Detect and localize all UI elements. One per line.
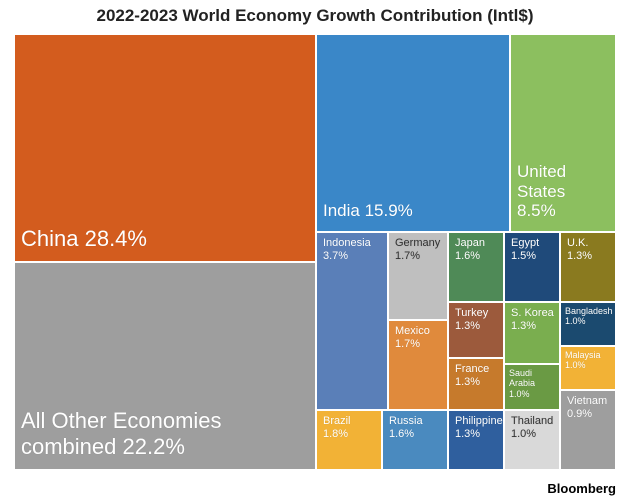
cell-france: France 1.3% <box>448 358 504 410</box>
cell-thailand: Thailand 1.0% <box>504 410 560 470</box>
cell-egypt: Egypt 1.5% <box>504 232 560 302</box>
cell-label-all-other: All Other Economies combined 22.2% <box>21 408 222 459</box>
cell-mexico: Mexico 1.7% <box>388 320 448 410</box>
cell-indonesia: Indonesia 3.7% <box>316 232 388 410</box>
cell-all-other: All Other Economies combined 22.2% <box>14 262 316 470</box>
cell-label-skorea: S. Korea 1.3% <box>511 307 554 332</box>
cell-label-indonesia: Indonesia 3.7% <box>323 237 371 262</box>
chart-title: 2022-2023 World Economy Growth Contribut… <box>0 6 630 26</box>
cell-label-russia: Russia 1.6% <box>389 415 423 440</box>
cell-label-saudi: Saudi Arabia 1.0% <box>509 368 535 399</box>
cell-philippines: Philippines 1.3% <box>448 410 504 470</box>
cell-label-egypt: Egypt 1.5% <box>511 237 539 262</box>
cell-china: China 28.4% <box>14 34 316 262</box>
cell-turkey: Turkey 1.3% <box>448 302 504 358</box>
cell-label-germany: Germany 1.7% <box>395 237 440 262</box>
cell-label-bangladesh: Bangladesh 1.0% <box>565 306 613 327</box>
cell-label-india: India 15.9% <box>323 201 413 221</box>
page: 2022-2023 World Economy Growth Contribut… <box>0 0 630 502</box>
cell-label-uk: U.K. 1.3% <box>567 237 592 262</box>
cell-label-vietnam: Vietnam 0.9% <box>567 395 607 420</box>
cell-label-japan: Japan 1.6% <box>455 237 485 262</box>
cell-label-mexico: Mexico 1.7% <box>395 325 430 350</box>
cell-skorea: S. Korea 1.3% <box>504 302 560 364</box>
cell-vietnam: Vietnam 0.9% <box>560 390 616 470</box>
cell-label-turkey: Turkey 1.3% <box>455 307 488 332</box>
cell-label-china: China 28.4% <box>21 226 147 251</box>
attribution: Bloomberg <box>547 481 616 496</box>
cell-russia: Russia 1.6% <box>382 410 448 470</box>
cell-japan: Japan 1.6% <box>448 232 504 302</box>
cell-uk: U.K. 1.3% <box>560 232 616 302</box>
cell-label-philippines: Philippines 1.3% <box>455 415 504 440</box>
cell-bangladesh: Bangladesh 1.0% <box>560 302 616 346</box>
cell-label-usa: United States 8.5% <box>517 162 566 221</box>
cell-malaysia: Malaysia 1.0% <box>560 346 616 390</box>
cell-saudi: Saudi Arabia 1.0% <box>504 364 560 410</box>
cell-label-thailand: Thailand 1.0% <box>511 415 553 440</box>
cell-label-brazil: Brazil 1.8% <box>323 415 351 440</box>
cell-usa: United States 8.5% <box>510 34 616 232</box>
cell-germany: Germany 1.7% <box>388 232 448 320</box>
cell-label-malaysia: Malaysia 1.0% <box>565 350 601 371</box>
cell-brazil: Brazil 1.8% <box>316 410 382 470</box>
cell-label-france: France 1.3% <box>455 363 489 388</box>
treemap: China 28.4% All Other Economies combined … <box>14 34 616 470</box>
cell-india: India 15.9% <box>316 34 510 232</box>
